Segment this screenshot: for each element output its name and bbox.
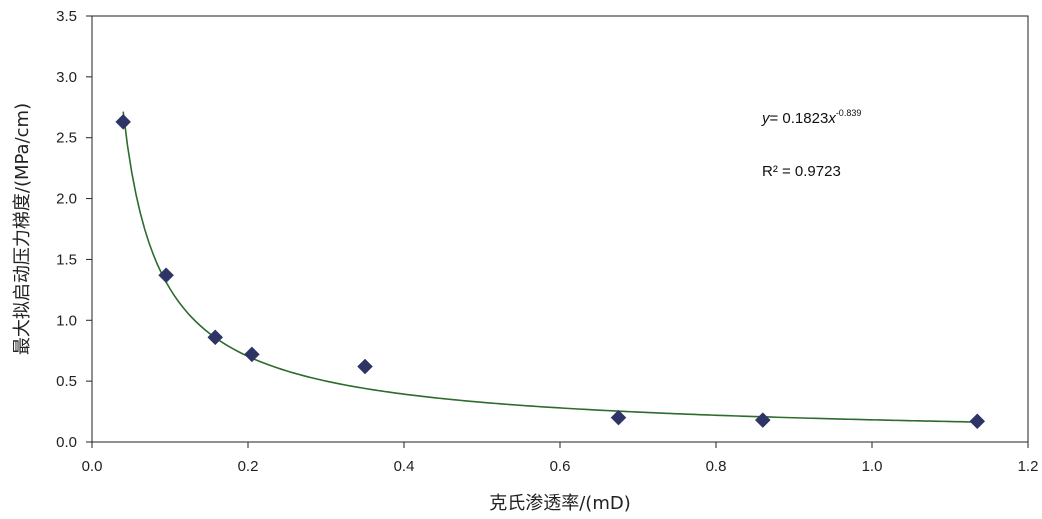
x-tick-label: 1.2 — [1018, 458, 1039, 475]
x-tick-label: 0.4 — [394, 458, 415, 475]
data-point — [158, 267, 174, 284]
equation-y: y — [761, 110, 771, 127]
y-tick-label: 2.0 — [56, 191, 77, 208]
power-trendline — [122, 111, 978, 423]
data-point — [754, 412, 771, 428]
data-point — [610, 409, 627, 426]
plot-frame — [91, 15, 1029, 443]
data-point — [244, 346, 260, 363]
y-axis-title: 最大拟启动压力梯度/(MPa/cm) — [12, 103, 33, 355]
y-tick-label: 3.0 — [56, 69, 77, 86]
y-tick-label: 1.5 — [56, 251, 77, 268]
data-point — [115, 114, 132, 130]
y-tick-label: 0.0 — [56, 434, 77, 451]
y-tick-label: 3.5 — [56, 8, 77, 25]
equation-x: x — [827, 110, 836, 127]
axes — [86, 15, 1029, 448]
data-point — [969, 413, 986, 430]
y-tick-label: 0.5 — [56, 373, 77, 390]
r-squared-annotation: R² = 0.9723 — [762, 163, 841, 180]
labels-group: 0.0 0.2 0.4 0.6 0.8 1.0 1.2 0.0 0.5 1.0 1.5 2.0 2.5 3… — [12, 8, 1038, 514]
data-point — [357, 358, 373, 375]
x-axis-title: 克氏渗透率/(mD) — [489, 493, 631, 514]
data-points — [115, 114, 986, 430]
equation-annotation: y= 0.1823x-0.839 — [761, 108, 861, 127]
x-tick-label: 0.6 — [550, 458, 571, 475]
data-point — [207, 329, 224, 346]
equation-exponent: -0.839 — [836, 108, 862, 118]
x-tick-label: 0.0 — [82, 458, 103, 475]
trendline-group — [122, 111, 978, 423]
y-tick-label: 2.5 — [56, 130, 77, 147]
y-tick-label: 1.0 — [56, 312, 77, 329]
x-tick-label: 1.0 — [862, 458, 883, 475]
x-tick-label: 0.2 — [238, 458, 259, 475]
equation-middle: = 0.1823 — [770, 110, 829, 127]
x-tick-label: 0.8 — [706, 458, 727, 475]
